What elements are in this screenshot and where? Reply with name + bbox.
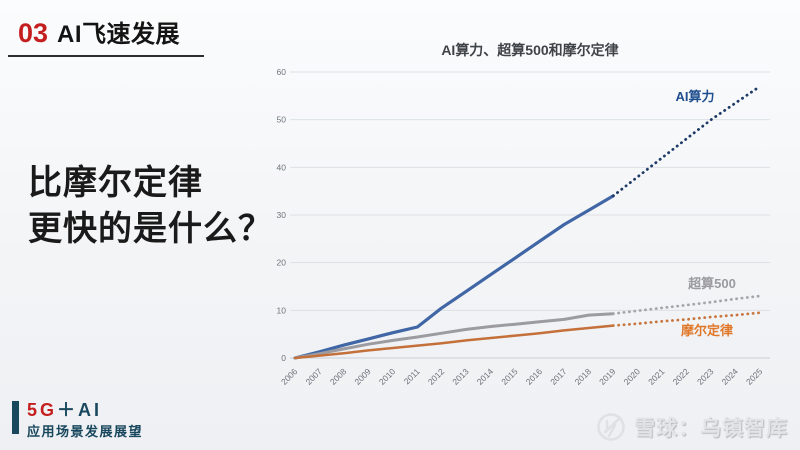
line-chart: AI算力、超算500和摩尔定律 0 10 20 30 40 50 60 2006 2007 200… (270, 40, 790, 400)
header-underline (8, 55, 204, 57)
headline-line2: 更快的是什么？ (28, 210, 273, 248)
y-tick-label: 40 (277, 162, 287, 172)
footer-accent-bar (12, 401, 19, 434)
y-tick-label: 0 (281, 353, 286, 363)
x-tick-label: 2010 (377, 366, 398, 387)
x-tick-label: 2019 (597, 366, 618, 387)
series-label-摩尔定律: 摩尔定律 (681, 323, 733, 338)
y-tick-label: 30 (277, 210, 287, 220)
x-tick-label: 2017 (548, 366, 569, 387)
xueqiu-snowball-icon (597, 413, 625, 441)
x-tick-label: 2016 (524, 366, 545, 387)
footer-brand-ai: ＋AI (57, 400, 103, 420)
footer-brand-line: 5G＋AI (27, 401, 143, 419)
x-tick-label: 2013 (450, 366, 471, 387)
series-line-solid-摩尔定律 (293, 324, 615, 360)
x-tick-label: 2015 (499, 366, 520, 387)
chart-title: AI算力、超算500和摩尔定律 (441, 42, 619, 58)
series-line-solid-超算500 (293, 312, 615, 360)
x-tick-label: 2020 (622, 366, 643, 387)
series-label-超算500: 超算500 (688, 276, 736, 291)
x-tick-label: 2021 (646, 366, 667, 387)
x-tick-label: 2007 (303, 366, 324, 387)
x-tick-label: 2024 (719, 366, 740, 387)
x-tick-label: 2009 (352, 366, 373, 387)
x-tick-label: 2011 (402, 366, 422, 386)
y-tick-label: 10 (277, 305, 287, 315)
series-line-dotted-AI算力 (611, 84, 762, 198)
watermark-text: 雪球：乌镇智库 (634, 417, 788, 440)
x-tick-label: 2025 (744, 366, 765, 387)
y-tick-label: 50 (277, 115, 287, 125)
y-tick-label: 60 (277, 67, 287, 77)
series-line-solid-AI算力 (293, 194, 615, 360)
x-tick-label: 2014 (475, 366, 496, 387)
watermark: 雪球：乌镇智库 (595, 411, 788, 443)
x-tick-label: 2012 (426, 366, 447, 387)
series-label-AI算力: AI算力 (675, 89, 714, 104)
x-tick-label: 2022 (671, 366, 692, 387)
x-tick-label: 2006 (279, 366, 300, 387)
headline-line1: 比摩尔定律 (28, 164, 203, 202)
headline: 比摩尔定律 更快的是什么？ (28, 160, 273, 252)
section-title: AI飞速发展 (57, 21, 181, 48)
footer-subtitle: 应用场景发展展望 (27, 424, 144, 439)
footer-brand-5g: 5G (27, 400, 58, 420)
slide-header: 03 AI飞速发展 (18, 14, 180, 49)
x-tick-label: 2018 (573, 366, 594, 387)
x-tick-label: 2023 (695, 366, 716, 387)
section-number: 03 (18, 18, 49, 48)
x-tick-label: 2008 (328, 366, 349, 387)
footer-brand: 5G＋AI 应用场景发展展望 (12, 401, 143, 440)
series-line-dotted-超算500 (611, 294, 762, 316)
y-tick-label: 20 (277, 258, 287, 268)
